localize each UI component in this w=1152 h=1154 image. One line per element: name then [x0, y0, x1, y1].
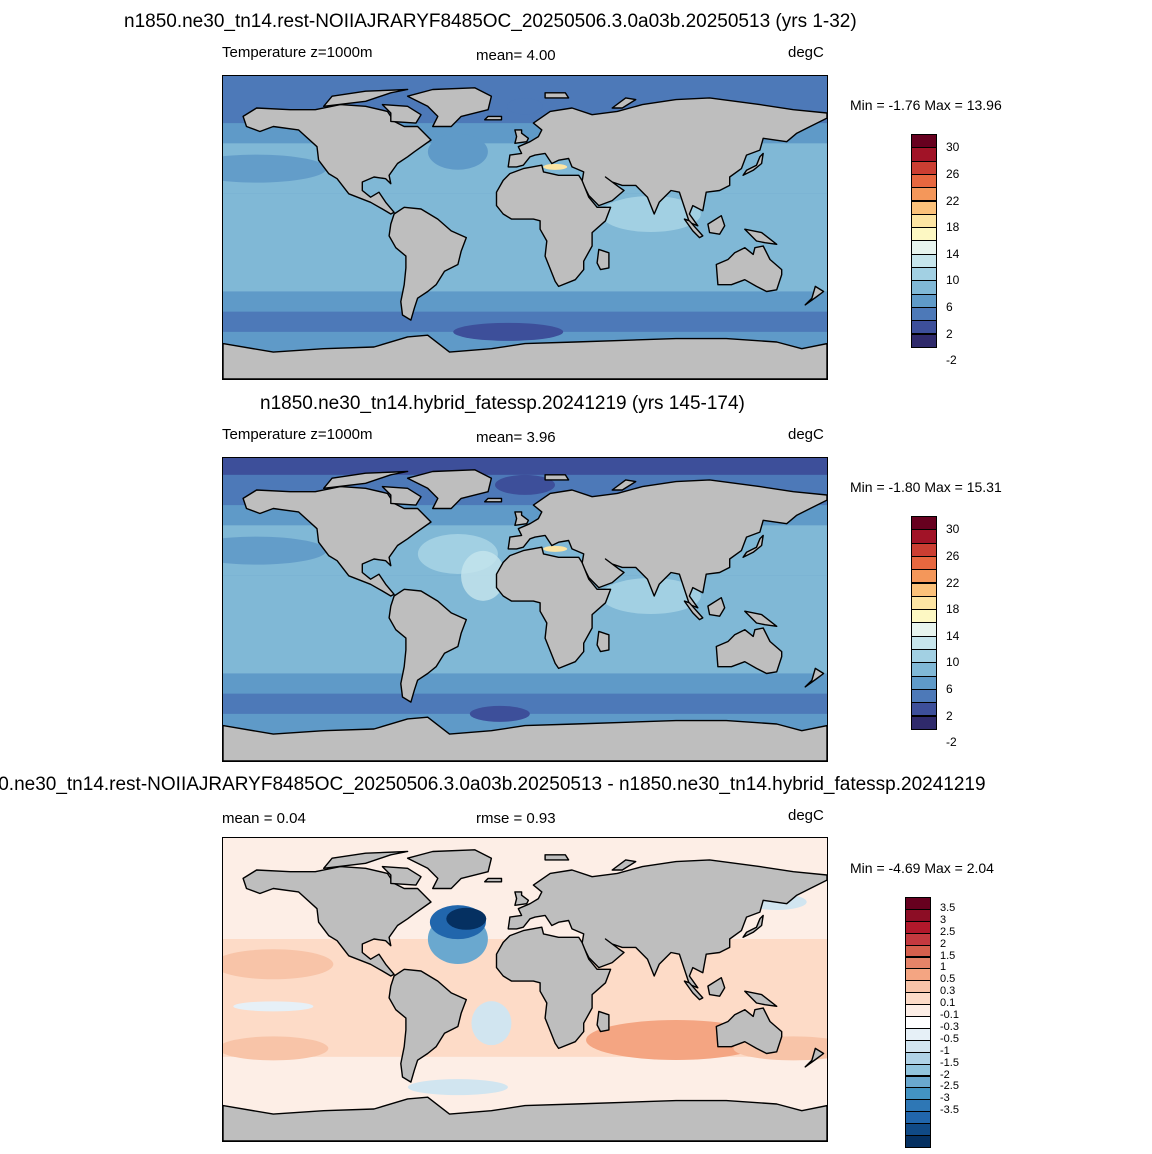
colorbar-box — [905, 1135, 931, 1148]
colorbar-box — [911, 702, 937, 717]
colorbar-box — [911, 253, 937, 268]
colorbar-label: 22 — [946, 193, 960, 208]
colorbar-label: 2 — [946, 708, 953, 723]
colorbar-box — [911, 529, 937, 544]
panel1-title: n1850.ne30_tn14.rest-NOIIAJRARYF8485OC_2… — [124, 11, 857, 32]
panel3-units: degC — [788, 807, 824, 824]
colorbar-box — [911, 240, 937, 255]
colorbar-box — [911, 160, 937, 175]
colorbar-box — [911, 622, 937, 637]
colorbar-label: 14 — [946, 246, 960, 261]
panel2-map — [222, 457, 828, 762]
colorbar-box — [911, 662, 937, 677]
colorbar-label: -2 — [940, 1068, 950, 1081]
panel2-title: n1850.ne30_tn14.hybrid_fatessp.20241219 … — [260, 393, 745, 414]
panel2-units: degC — [788, 426, 824, 443]
colorbar-label: -3 — [940, 1092, 950, 1105]
colorbar-label: 30 — [946, 522, 960, 537]
colorbar-label: 0.1 — [940, 997, 956, 1010]
colorbar-box — [911, 173, 937, 189]
colorbar-box — [911, 320, 937, 335]
colorbar-box — [911, 649, 937, 664]
colorbar-label: 0.5 — [940, 973, 956, 986]
colorbar-label: -0.3 — [940, 1020, 959, 1033]
colorbar-label: 6 — [946, 299, 953, 314]
colorbar-label: -2.5 — [940, 1080, 959, 1093]
panel2-minmax: Min = -1.80 Max = 15.31 — [850, 479, 1002, 495]
panel2-variable-label: Temperature z=1000m — [222, 426, 373, 443]
colorbar-box — [911, 333, 937, 348]
colorbar-box — [911, 187, 937, 202]
colorbar-box — [911, 293, 937, 308]
panel3-map — [222, 837, 828, 1142]
panel3-mean-label: mean = 0.04 — [222, 810, 306, 827]
colorbar-box — [911, 635, 937, 650]
colorbar-label: 2.5 — [940, 925, 956, 938]
panel1-map — [222, 75, 828, 380]
colorbar-box — [911, 147, 937, 162]
colorbar-box — [911, 213, 937, 229]
colorbar-box — [911, 306, 937, 322]
colorbar-box — [911, 675, 937, 690]
colorbar-label: 26 — [946, 166, 960, 181]
colorbar-label: -2 — [946, 353, 957, 368]
panel3-title: i0.ne30_tn14.rest-NOIIAJRARYF8485OC_2025… — [0, 774, 986, 795]
colorbar-label: 6 — [946, 681, 953, 696]
colorbar-box — [911, 542, 937, 557]
colorbar-box — [911, 267, 937, 282]
colorbar-label: 30 — [946, 140, 960, 155]
colorbar-label: 2 — [940, 937, 947, 950]
panel1-minmax: Min = -1.76 Max = 13.96 — [850, 97, 1002, 113]
colorbar-label: 26 — [946, 548, 960, 563]
colorbar-label: 10 — [946, 655, 960, 670]
colorbar-label: -2 — [946, 735, 957, 750]
panel1-units: degC — [788, 44, 824, 61]
colorbar-box — [911, 609, 937, 624]
colorbar-label: 0.3 — [940, 985, 956, 998]
panel1-variable-label: Temperature z=1000m — [222, 44, 373, 61]
colorbar-label: 10 — [946, 273, 960, 288]
colorbar-label: -0.1 — [940, 1009, 959, 1021]
colorbar-box — [911, 227, 937, 242]
colorbar-label: 18 — [946, 220, 960, 235]
colorbar-label: 3 — [940, 913, 947, 926]
colorbar-label: -1 — [940, 1044, 950, 1057]
colorbar-box — [911, 569, 937, 584]
panel1-mean-label: mean= 4.00 — [476, 47, 556, 64]
colorbar-label: 2 — [946, 326, 953, 341]
colorbar-box — [911, 134, 937, 149]
colorbar-label: 14 — [946, 628, 960, 643]
colorbar-label: 1 — [940, 961, 947, 974]
colorbar-box — [911, 688, 937, 704]
colorbar-label: -3.5 — [940, 1104, 959, 1117]
colorbar-box — [911, 595, 937, 611]
colorbar-label: 3.5 — [940, 901, 956, 914]
colorbar-label: 1.5 — [940, 949, 956, 962]
colorbar-box — [911, 582, 937, 597]
colorbar-label: 18 — [946, 602, 960, 617]
colorbar-box — [911, 280, 937, 295]
panel3-minmax: Min = -4.69 Max = 2.04 — [850, 860, 994, 876]
colorbar-label: -0.5 — [940, 1032, 959, 1045]
panel2-mean-label: mean= 3.96 — [476, 429, 556, 446]
colorbar-box — [911, 555, 937, 571]
colorbar-box — [911, 200, 937, 215]
panel3-rmse-label: rmse = 0.93 — [476, 810, 556, 827]
colorbar-box — [911, 715, 937, 730]
colorbar-label: 22 — [946, 575, 960, 590]
colorbar-box — [911, 516, 937, 531]
colorbar-label: -1.5 — [940, 1056, 959, 1069]
